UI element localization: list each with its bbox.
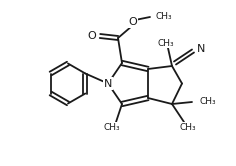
Text: CH₃: CH₃ [158, 39, 174, 47]
Text: O: O [87, 31, 96, 41]
Text: N: N [104, 79, 112, 88]
Text: N: N [197, 44, 205, 54]
Text: CH₃: CH₃ [180, 123, 196, 131]
Text: CH₃: CH₃ [104, 123, 120, 131]
Text: O: O [129, 17, 137, 27]
Text: CH₃: CH₃ [199, 96, 216, 106]
Text: CH₃: CH₃ [156, 11, 173, 20]
